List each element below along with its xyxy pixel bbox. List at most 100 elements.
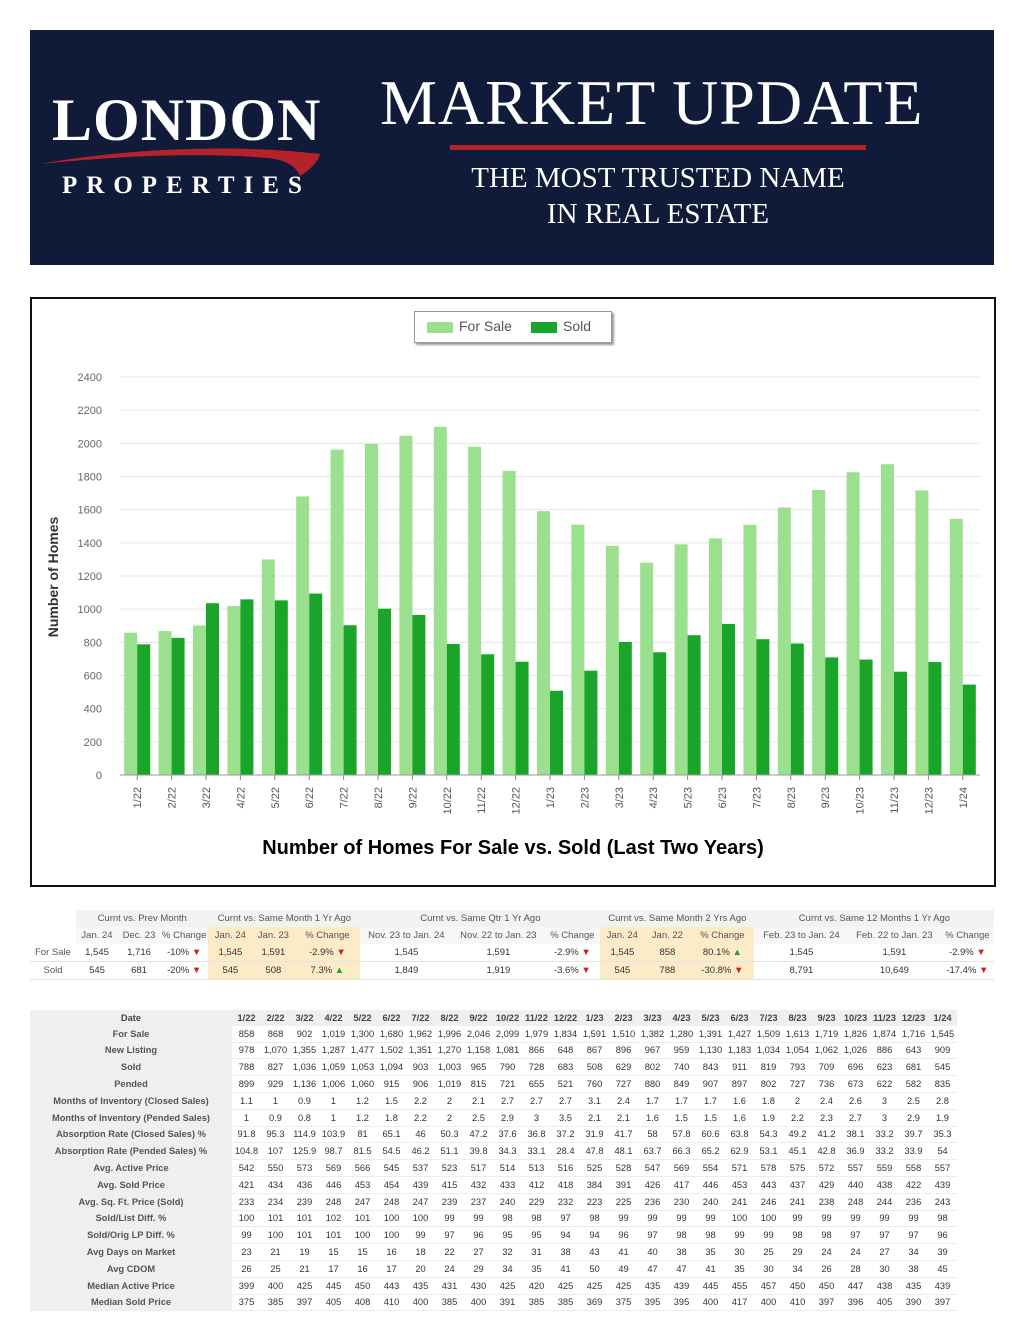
stats-cell: 868 bbox=[261, 1025, 290, 1043]
x-tick-label: 5/23 bbox=[683, 787, 695, 808]
stats-cell: 1,183 bbox=[725, 1042, 754, 1060]
bar-sold bbox=[378, 608, 391, 775]
stats-date-header: 6/22 bbox=[377, 1010, 406, 1026]
stats-cell: 97 bbox=[551, 1210, 580, 1228]
stats-cell: 34 bbox=[783, 1260, 812, 1278]
stats-cell: 2.5 bbox=[899, 1092, 928, 1110]
legend-label-sold: Sold bbox=[563, 318, 592, 334]
stats-cell: 2.7 bbox=[551, 1092, 580, 1110]
tagline-line-2: IN REAL ESTATE bbox=[546, 198, 770, 230]
stats-cell: 899 bbox=[232, 1075, 261, 1093]
stats-cell: 243 bbox=[928, 1193, 957, 1211]
summary-header-row: Jan. 24 Dec. 23% Change Jan. 24 Jan. 23% Ch… bbox=[30, 927, 995, 944]
stats-cell: 26 bbox=[232, 1260, 261, 1278]
stats-row: Median Active Price 399 400 425 445 450 443 435… bbox=[30, 1277, 957, 1295]
stats-date-header: 4/22 bbox=[319, 1010, 348, 1026]
stats-cell: 50.3 bbox=[435, 1126, 464, 1144]
stats-cell: 246 bbox=[754, 1193, 783, 1211]
stats-cell: 99 bbox=[870, 1210, 899, 1228]
stats-cell: 31 bbox=[522, 1243, 551, 1261]
stats-cell: 1 bbox=[232, 1109, 261, 1127]
stats-row-label: Avg CDOM bbox=[30, 1260, 232, 1278]
y-tick-label: 1200 bbox=[78, 571, 102, 583]
stats-cell: 569 bbox=[319, 1159, 348, 1177]
stats-cell: 21 bbox=[290, 1260, 319, 1278]
summary-column-header: Jan. 23 bbox=[252, 927, 295, 944]
summary-change-value: -30.8% bbox=[701, 965, 732, 976]
bar-sold bbox=[653, 652, 667, 775]
summary-column-header: % Change bbox=[294, 927, 361, 944]
stats-cell: 2 bbox=[435, 1109, 464, 1127]
stats-cell: 100 bbox=[406, 1210, 435, 1228]
stats-cell: 435 bbox=[406, 1277, 435, 1295]
stats-cell: 681 bbox=[899, 1058, 928, 1077]
bar-for-sale bbox=[777, 507, 791, 775]
summary-cell: 545 bbox=[76, 961, 118, 980]
stats-cell: 2,046 bbox=[464, 1025, 493, 1043]
stats-cell: 400 bbox=[754, 1294, 783, 1312]
stats-cell: 99 bbox=[696, 1210, 725, 1228]
stats-cell: 91.8 bbox=[232, 1126, 261, 1144]
x-tick-label: 9/22 bbox=[407, 787, 419, 808]
stats-cell: 3.5 bbox=[551, 1109, 580, 1127]
stats-cell: 802 bbox=[754, 1075, 783, 1093]
bar-for-sale bbox=[881, 464, 894, 775]
stats-date-header: 11/23 bbox=[870, 1010, 899, 1026]
bar-for-sale bbox=[261, 559, 275, 775]
stats-cell: 2.2 bbox=[783, 1109, 812, 1127]
stats-cell: 2.6 bbox=[841, 1092, 870, 1110]
stats-cell: 425 bbox=[609, 1277, 638, 1295]
stats-cell: 446 bbox=[696, 1176, 725, 1194]
stats-cell: 16 bbox=[348, 1260, 377, 1278]
x-tick-label: 2/23 bbox=[579, 787, 591, 808]
stats-cell: 1,719 bbox=[812, 1025, 841, 1043]
stats-cell: 1,391 bbox=[696, 1025, 725, 1043]
stats-date-header: 2/23 bbox=[609, 1010, 638, 1026]
stats-cell: 100 bbox=[377, 1226, 406, 1245]
stats-cell: 683 bbox=[551, 1058, 580, 1077]
summary-change-cell: -10% ▼ bbox=[160, 944, 209, 962]
summary-change-cell: -3.6% ▼ bbox=[544, 961, 601, 980]
summary-cell: 1,591 bbox=[848, 944, 941, 962]
stats-row-label: Absorption Rate (Closed Sales) % bbox=[30, 1126, 232, 1143]
stats-row: Months of Inventory (Pended Sales) 1 0.9 0.… bbox=[30, 1109, 957, 1127]
stats-cell: 2.1 bbox=[580, 1109, 609, 1127]
stats-cell: 30 bbox=[754, 1260, 783, 1278]
stats-cell: 572 bbox=[812, 1159, 841, 1177]
stats-cell: 1,019 bbox=[435, 1075, 464, 1093]
stats-cell: 886 bbox=[870, 1042, 899, 1060]
stats-cell: 443 bbox=[754, 1176, 783, 1194]
summary-change-cell: 80.1% ▲ bbox=[690, 944, 755, 962]
stats-cell: 435 bbox=[638, 1277, 667, 1295]
stats-cell: 99 bbox=[638, 1210, 667, 1228]
stats-cell: 513 bbox=[522, 1159, 551, 1177]
bar-sold bbox=[343, 625, 357, 775]
stats-cell: 1,062 bbox=[812, 1042, 841, 1060]
stats-cell: 25 bbox=[261, 1260, 290, 1278]
stats-cell: 915 bbox=[377, 1075, 406, 1093]
stats-cell: 1,510 bbox=[609, 1025, 638, 1043]
x-tick-label: 12/22 bbox=[511, 787, 523, 815]
stats-cell: 907 bbox=[696, 1075, 725, 1093]
stats-cell: 35.3 bbox=[928, 1126, 957, 1144]
logo-subtitle: PROPERTIES bbox=[62, 172, 311, 199]
summary-group-header: Curnt vs. Same Month 2 Yrs Ago bbox=[600, 910, 755, 927]
stats-date-header: 3/22 bbox=[290, 1010, 319, 1026]
stats-cell: 2.3 bbox=[812, 1109, 841, 1127]
stats-cell: 523 bbox=[435, 1159, 464, 1177]
stats-cell: 2,099 bbox=[493, 1025, 522, 1043]
stats-row: Sold/Orig LP Diff. % 99 100 101 101 100 100 99 9… bbox=[30, 1226, 957, 1245]
stats-cell: 99 bbox=[841, 1210, 870, 1228]
stats-cell: 880 bbox=[638, 1075, 667, 1093]
stats-row-label: Avg. Sold Price bbox=[30, 1176, 232, 1194]
trend-up-icon: ▲ bbox=[332, 965, 345, 976]
summary-group-header: Curnt vs. Same Month 1 Yr Ago bbox=[208, 910, 361, 927]
bar-sold bbox=[412, 614, 426, 775]
chart-panel: 0 200 400 600 800 1000 1200 1400 1600 1800 2000 220… bbox=[30, 297, 996, 887]
stats-cell: 1,427 bbox=[725, 1025, 754, 1043]
stats-cell: 1,094 bbox=[377, 1058, 406, 1077]
trend-down-icon: ▼ bbox=[578, 965, 591, 976]
stats-cell: 33.1 bbox=[522, 1142, 551, 1161]
stats-cell: 412 bbox=[522, 1176, 551, 1194]
stats-cell: 100 bbox=[377, 1210, 406, 1228]
